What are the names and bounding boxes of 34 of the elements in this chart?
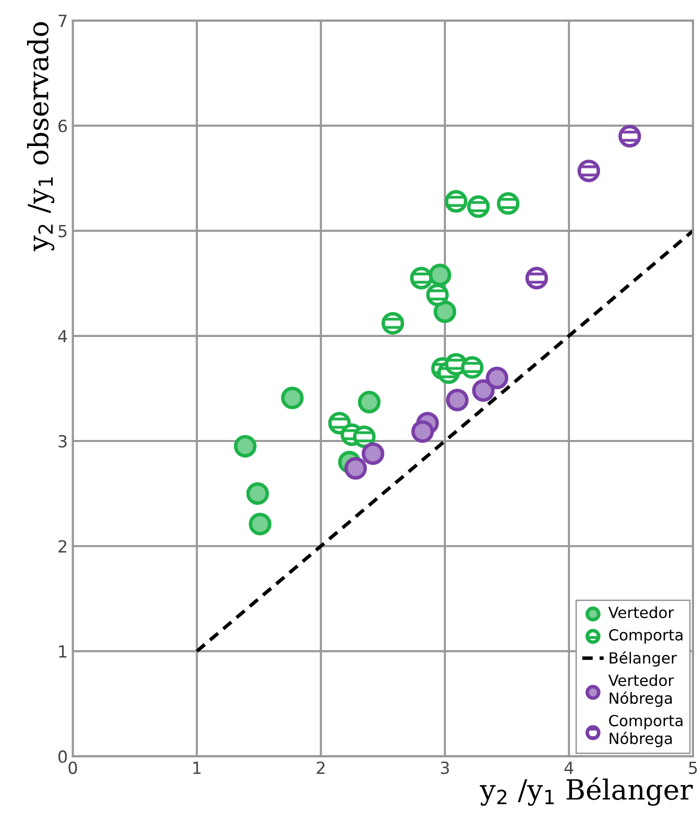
legend-label: Vertedor xyxy=(608,606,674,618)
point xyxy=(446,388,469,412)
legend-label: Comporta Nóbrega xyxy=(609,714,682,748)
y-tick-label: 3 xyxy=(58,434,67,448)
point xyxy=(248,512,272,536)
y-tick-label: 0 xyxy=(58,750,67,763)
point xyxy=(246,482,269,505)
legend-label: Bélanger xyxy=(610,651,677,667)
point xyxy=(281,386,304,410)
y-tick-label: 6 xyxy=(58,120,67,132)
x-tick-label: 1 xyxy=(193,762,201,774)
x-axis-title: y$_{2}$ /y$_{1}$ Bélanger xyxy=(480,777,693,806)
point xyxy=(362,442,384,465)
point xyxy=(234,434,257,458)
point xyxy=(411,420,434,443)
x-tick-label: 2 xyxy=(316,761,325,774)
x-tick-label: 4 xyxy=(564,762,574,774)
x-tick-label: 3 xyxy=(440,761,449,774)
point xyxy=(472,379,495,402)
y-tick-label: 7 xyxy=(58,14,67,27)
point xyxy=(344,457,367,480)
y-tick-label: 4 xyxy=(58,330,68,342)
y-axis-title: y$_{2}$ /y$_{1}$ observado xyxy=(27,22,54,252)
y-tick-label: 2 xyxy=(58,540,66,552)
legend-label: Comporta xyxy=(609,629,682,644)
y-tick-label: 1 xyxy=(59,645,66,658)
x-tick-label: 5 xyxy=(688,762,697,774)
y-tick-label: 5 xyxy=(58,224,66,238)
point xyxy=(434,300,456,324)
legend-label: Vertedor Nóbrega xyxy=(608,674,674,707)
point xyxy=(428,264,452,286)
x-tick-label: 0 xyxy=(68,761,77,774)
point xyxy=(486,366,508,390)
point xyxy=(358,390,381,414)
